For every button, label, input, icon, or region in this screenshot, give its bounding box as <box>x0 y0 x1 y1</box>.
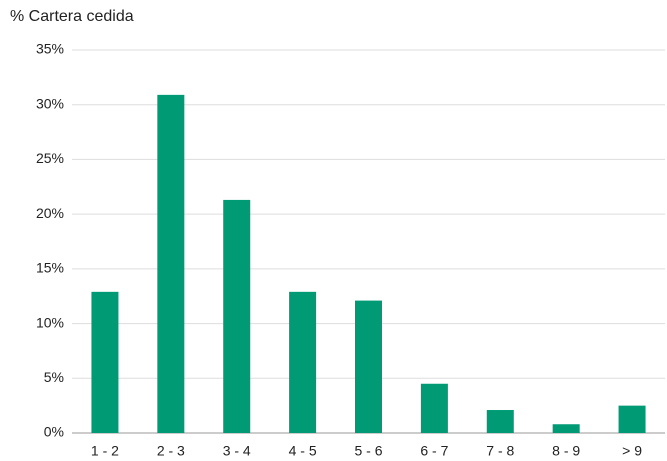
x-tick-label: 2 - 3 <box>157 443 185 459</box>
bar <box>355 300 382 433</box>
y-tick-label: 15% <box>36 260 64 276</box>
x-tick-label: 4 - 5 <box>289 443 317 459</box>
bar <box>420 383 448 433</box>
y-axis-label: % Cartera cedida <box>10 8 134 25</box>
bar <box>486 410 514 433</box>
x-tick-label: 1 - 2 <box>91 443 119 459</box>
x-tick-label: 6 - 7 <box>420 443 448 459</box>
bar <box>223 199 251 433</box>
bar <box>289 291 317 433</box>
y-tick-label: 30% <box>36 95 64 111</box>
y-tick-label: 0% <box>44 424 64 440</box>
x-tick-label: 3 - 4 <box>223 443 251 459</box>
x-tick-label: 7 - 8 <box>486 443 514 459</box>
x-tick-label: > 9 <box>622 443 642 459</box>
bar <box>618 405 646 433</box>
y-tick-label: 5% <box>44 369 64 385</box>
bar <box>157 94 185 433</box>
y-tick-label: 35% <box>36 41 64 57</box>
bar <box>91 291 119 433</box>
y-tick-label: 25% <box>36 150 64 166</box>
y-tick-label: 20% <box>36 205 64 221</box>
x-tick-label: 8 - 9 <box>552 443 580 459</box>
x-tick-label: 5 - 6 <box>354 443 382 459</box>
y-tick-label: 10% <box>36 314 64 330</box>
bar <box>552 424 580 433</box>
